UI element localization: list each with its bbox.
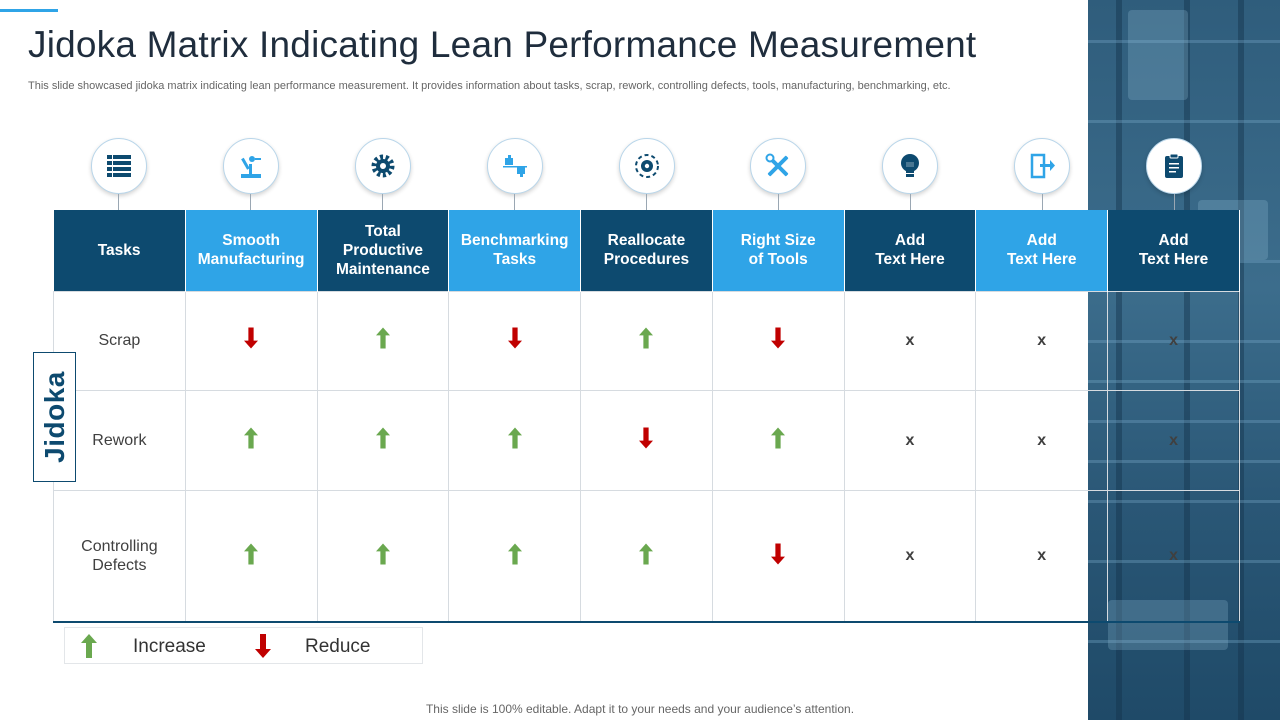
increase-cell [316, 390, 450, 492]
increase-arrow-icon [639, 543, 654, 565]
legend-increase-label: Increase [133, 636, 206, 657]
panel-stripe [1088, 40, 1280, 43]
x-mark-cell: x [843, 290, 977, 392]
icon-connector-line [1173, 194, 1175, 210]
row-label: Scrap [53, 290, 186, 392]
table-header-row: Tasks Smooth Manufacturing Total Productiv… [53, 210, 1240, 291]
column-header: Right Size of Tools [712, 210, 845, 291]
column-header: Reallocate Procedures [580, 210, 713, 291]
reduce-arrow-icon [771, 327, 786, 349]
increase-cell [711, 390, 845, 492]
increase-arrow-icon [375, 543, 390, 565]
increase-arrow-icon [507, 543, 522, 565]
exit-door-icon [1014, 138, 1071, 194]
increase-cell [448, 390, 582, 492]
reduce-arrow-icon [255, 634, 271, 658]
x-mark-cell: x [843, 390, 977, 492]
increase-cell [580, 290, 713, 392]
x-mark-cell: x [975, 490, 1109, 624]
legend-reduce-label: Reduce [305, 636, 371, 657]
increase-arrow-icon [771, 427, 786, 449]
money-target-icon [618, 138, 675, 194]
lightbulb-puzzle-icon [882, 138, 939, 194]
jidoka-side-label-box: Jidoka [33, 352, 76, 482]
reduce-cell [580, 390, 713, 492]
icon-connector-line [514, 194, 516, 210]
icon-connector-line [250, 194, 252, 210]
x-mark-cell: x [843, 490, 977, 624]
clipboard-icon [1146, 138, 1203, 194]
page-title: Jidoka Matrix Indicating Lean Performanc… [28, 24, 977, 65]
increase-cell [448, 490, 582, 624]
increase-cell [580, 490, 713, 624]
table-body: Scrap x x x Rework x x x Controlling Defects x x x [53, 290, 1240, 624]
column-header: Total Productive Maintenance [317, 210, 450, 291]
panel-stripe [1088, 640, 1280, 643]
icon-connector-line [1041, 194, 1043, 210]
increase-cell [184, 490, 318, 624]
reduce-cell [711, 490, 845, 624]
increase-arrow-icon [244, 427, 259, 449]
column-header: Tasks [53, 210, 186, 291]
reduce-cell [711, 290, 845, 392]
icon-connector-line [909, 194, 911, 210]
increase-arrow-icon [375, 327, 390, 349]
increase-cell [184, 390, 318, 492]
jidoka-side-label: Jidoka [38, 371, 70, 463]
table-row: Rework x x x [53, 390, 1240, 492]
reduce-arrow-icon [507, 327, 522, 349]
title-accent-line [0, 9, 58, 12]
column-header: Add Text Here [1107, 210, 1240, 291]
icon-connector-line [646, 194, 647, 210]
x-mark-cell: x [1107, 490, 1240, 624]
list-table-icon [90, 138, 147, 194]
increase-arrow-icon [81, 634, 97, 658]
icon-connector-line [382, 194, 384, 210]
column-header: Add Text Here [844, 210, 977, 291]
table-row: Controlling Defects x x x [53, 490, 1240, 624]
robot-arm-icon [222, 138, 279, 194]
gear-icon [354, 138, 411, 194]
column-header: Smooth Manufacturing [185, 210, 318, 291]
increase-arrow-icon [507, 427, 522, 449]
column-header: Benchmarking Tasks [448, 210, 582, 291]
reduce-cell [448, 290, 582, 392]
reduce-arrow-icon [771, 543, 786, 565]
column-header: Add Text Here [975, 210, 1109, 291]
increase-arrow-icon [639, 327, 654, 349]
x-mark-cell: x [975, 290, 1109, 392]
footer-note: This slide is 100% editable. Adapt it to… [425, 702, 855, 716]
wrench-screwdriver-icon [750, 138, 807, 194]
increase-arrow-icon [244, 543, 259, 565]
increase-cell [316, 490, 450, 624]
reduce-cell [184, 290, 318, 392]
x-mark-cell: x [1107, 390, 1240, 492]
increase-cell [316, 290, 450, 392]
jidoka-matrix-table: Tasks Smooth Manufacturing Total Productiv… [53, 210, 1240, 624]
legend: Increase Reduce [64, 627, 423, 664]
row-label: Controlling Defects [53, 490, 186, 624]
icon-connector-line [777, 194, 779, 210]
thumbs-up-down-icon [486, 138, 543, 194]
x-mark-cell: x [975, 390, 1109, 492]
x-mark-cell: x [1107, 290, 1240, 392]
page-subtitle: This slide showcased jidoka matrix indic… [28, 80, 951, 92]
icon-connector-line [118, 194, 120, 210]
reduce-arrow-icon [639, 427, 654, 449]
table-row: Scrap x x x [53, 290, 1240, 392]
increase-arrow-icon [375, 427, 390, 449]
panel-stripe [1088, 120, 1280, 123]
panel-bar [1238, 0, 1244, 720]
reduce-arrow-icon [244, 327, 259, 349]
panel-highlight [1128, 10, 1188, 100]
